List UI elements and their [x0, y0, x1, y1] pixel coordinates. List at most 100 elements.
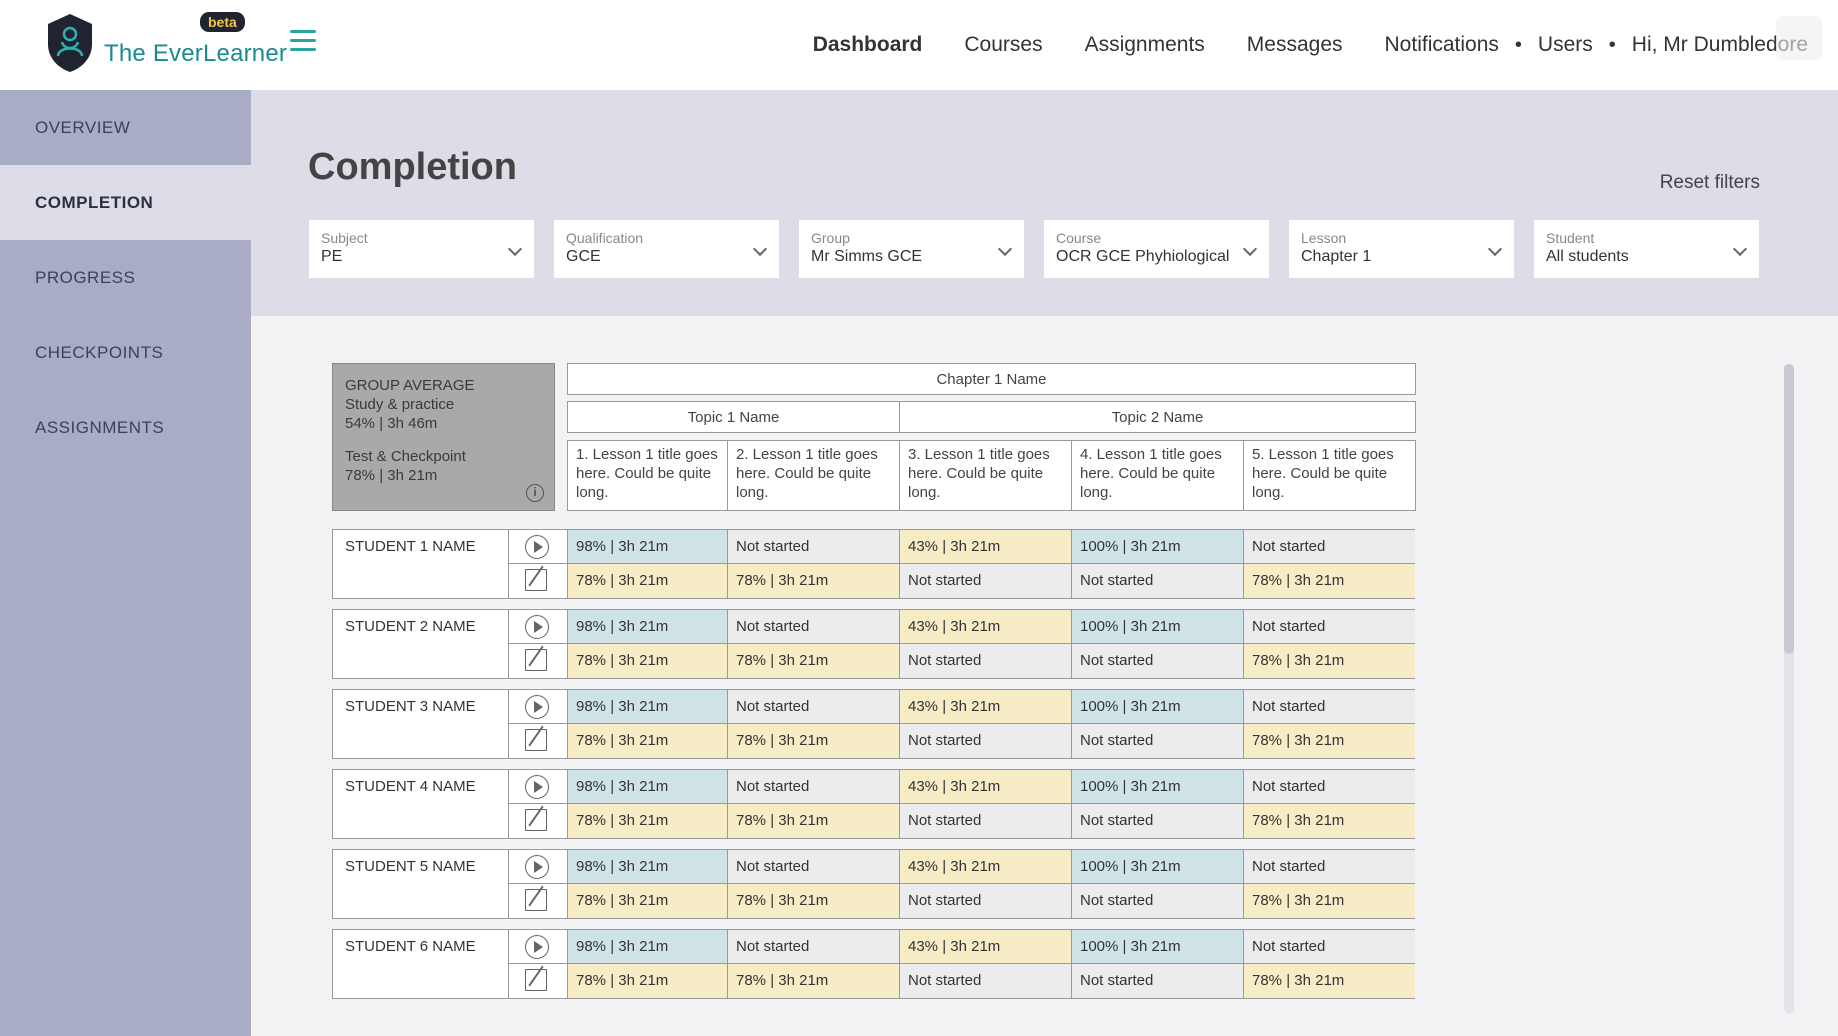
- student-name[interactable]: STUDENT 4 NAME: [345, 778, 476, 795]
- hamburger-menu-icon[interactable]: [290, 30, 316, 52]
- course-select[interactable]: Course OCR GCE Phyhiological: [1044, 220, 1269, 278]
- user-greeting[interactable]: Hi, Mr Dumbledore: [1631, 33, 1808, 56]
- study-cell[interactable]: 100% | 3h 21m: [1071, 610, 1243, 644]
- test-cell[interactable]: Not started: [1071, 644, 1243, 678]
- study-cell[interactable]: Not started: [727, 770, 899, 804]
- study-cell[interactable]: Not started: [727, 610, 899, 644]
- study-cell[interactable]: 98% | 3h 21m: [567, 530, 727, 564]
- student-row[interactable]: STUDENT 6 NAME 98% | 3h 21m Not started 43%…: [332, 929, 1415, 999]
- test-cell[interactable]: 78% | 3h 21m: [727, 964, 899, 998]
- info-icon[interactable]: i: [526, 484, 544, 502]
- test-cell[interactable]: 78% | 3h 21m: [567, 884, 727, 918]
- test-cell[interactable]: 78% | 3h 21m: [1243, 644, 1415, 678]
- test-cell[interactable]: 78% | 3h 21m: [727, 644, 899, 678]
- student-select[interactable]: Student All students: [1534, 220, 1759, 278]
- logo[interactable]: The EverLearner beta: [40, 12, 287, 78]
- study-cell[interactable]: 43% | 3h 21m: [899, 850, 1071, 884]
- study-cell[interactable]: 98% | 3h 21m: [567, 930, 727, 964]
- sidebar-item-checkpoints[interactable]: CHECKPOINTS: [35, 342, 164, 362]
- study-cell[interactable]: Not started: [727, 930, 899, 964]
- study-cell[interactable]: 98% | 3h 21m: [567, 690, 727, 724]
- study-cell[interactable]: 100% | 3h 21m: [1071, 930, 1243, 964]
- test-cell[interactable]: 78% | 3h 21m: [1243, 884, 1415, 918]
- study-cell[interactable]: Not started: [1243, 530, 1415, 564]
- student-row[interactable]: STUDENT 2 NAME 98% | 3h 21m Not started 43%…: [332, 609, 1415, 679]
- student-name[interactable]: STUDENT 1 NAME: [345, 538, 476, 555]
- study-cell[interactable]: 98% | 3h 21m: [567, 770, 727, 804]
- test-cell[interactable]: Not started: [1071, 964, 1243, 998]
- fullscreen-icon[interactable]: [1776, 16, 1822, 60]
- group-select[interactable]: Group Mr Simms GCE: [799, 220, 1024, 278]
- test-cell[interactable]: 78% | 3h 21m: [567, 724, 727, 758]
- test-cell[interactable]: 78% | 3h 21m: [727, 564, 899, 598]
- test-cell[interactable]: 78% | 3h 21m: [567, 644, 727, 678]
- study-cell[interactable]: 43% | 3h 21m: [899, 930, 1071, 964]
- study-cell[interactable]: Not started: [1243, 930, 1415, 964]
- study-cell[interactable]: Not started: [1243, 850, 1415, 884]
- nav-messages[interactable]: Messages: [1246, 33, 1343, 56]
- study-cell[interactable]: Not started: [727, 530, 899, 564]
- shield-logo-icon: [48, 14, 92, 72]
- study-cell[interactable]: 43% | 3h 21m: [899, 770, 1071, 804]
- test-cell[interactable]: Not started: [899, 804, 1071, 838]
- study-cell[interactable]: 100% | 3h 21m: [1071, 530, 1243, 564]
- test-cell[interactable]: Not started: [1071, 804, 1243, 838]
- test-cell[interactable]: 78% | 3h 21m: [1243, 964, 1415, 998]
- study-cell[interactable]: 43% | 3h 21m: [899, 690, 1071, 724]
- study-cell[interactable]: 100% | 3h 21m: [1071, 690, 1243, 724]
- filter-value: All students: [1546, 248, 1629, 265]
- nav-notifications[interactable]: Notifications: [1384, 33, 1499, 56]
- study-cell[interactable]: Not started: [727, 690, 899, 724]
- test-cell[interactable]: Not started: [899, 724, 1071, 758]
- test-cell[interactable]: 78% | 3h 21m: [727, 804, 899, 838]
- test-cell[interactable]: 78% | 3h 21m: [1243, 724, 1415, 758]
- student-row[interactable]: STUDENT 1 NAME 98% | 3h 21m Not started 43%…: [332, 529, 1415, 599]
- scrollbar-thumb[interactable]: [1784, 364, 1794, 654]
- study-cell[interactable]: Not started: [727, 850, 899, 884]
- lesson-select[interactable]: Lesson Chapter 1: [1289, 220, 1514, 278]
- student-name[interactable]: STUDENT 3 NAME: [345, 698, 476, 715]
- student-row[interactable]: STUDENT 4 NAME 98% | 3h 21m Not started 43%…: [332, 769, 1415, 839]
- nav-dashboard[interactable]: Dashboard: [812, 33, 923, 56]
- sidebar-item-assignments[interactable]: ASSIGNMENTS: [35, 417, 165, 437]
- sidebar-item-progress[interactable]: PROGRESS: [35, 267, 136, 287]
- subject-select[interactable]: Subject PE: [309, 220, 534, 278]
- test-cell[interactable]: 78% | 3h 21m: [727, 884, 899, 918]
- study-cell[interactable]: 98% | 3h 21m: [567, 610, 727, 644]
- study-cell[interactable]: Not started: [1243, 690, 1415, 724]
- sidebar-item-completion[interactable]: COMPLETION: [0, 165, 251, 240]
- test-cell[interactable]: Not started: [899, 884, 1071, 918]
- study-cell[interactable]: Not started: [1243, 610, 1415, 644]
- lesson-header: 3. Lesson 1 title goes here. Could be qu…: [899, 440, 1072, 511]
- study-cell[interactable]: 98% | 3h 21m: [567, 850, 727, 884]
- student-name[interactable]: STUDENT 2 NAME: [345, 618, 476, 635]
- study-cell[interactable]: Not started: [1243, 770, 1415, 804]
- nav-users[interactable]: Users: [1537, 33, 1593, 56]
- test-cell[interactable]: Not started: [899, 964, 1071, 998]
- sidebar-item-overview[interactable]: OVERVIEW: [35, 117, 131, 137]
- test-cell[interactable]: 78% | 3h 21m: [567, 804, 727, 838]
- qualification-select[interactable]: Qualification GCE: [554, 220, 779, 278]
- test-cell[interactable]: 78% | 3h 21m: [1243, 804, 1415, 838]
- nav-courses[interactable]: Courses: [964, 33, 1043, 56]
- test-cell[interactable]: 78% | 3h 21m: [1243, 564, 1415, 598]
- study-cell[interactable]: 100% | 3h 21m: [1071, 850, 1243, 884]
- test-cell[interactable]: 78% | 3h 21m: [567, 564, 727, 598]
- test-cell[interactable]: Not started: [1071, 724, 1243, 758]
- reset-filters-link[interactable]: Reset filters: [1659, 172, 1760, 193]
- study-cell[interactable]: 43% | 3h 21m: [899, 530, 1071, 564]
- student-row[interactable]: STUDENT 3 NAME 98% | 3h 21m Not started 43%…: [332, 689, 1415, 759]
- scrollbar[interactable]: [1784, 364, 1794, 1014]
- test-cell[interactable]: Not started: [1071, 884, 1243, 918]
- test-cell[interactable]: 78% | 3h 21m: [567, 964, 727, 998]
- study-cell[interactable]: 43% | 3h 21m: [899, 610, 1071, 644]
- test-cell[interactable]: 78% | 3h 21m: [727, 724, 899, 758]
- test-cell[interactable]: Not started: [899, 564, 1071, 598]
- student-row[interactable]: STUDENT 5 NAME 98% | 3h 21m Not started 43%…: [332, 849, 1415, 919]
- study-cell[interactable]: 100% | 3h 21m: [1071, 770, 1243, 804]
- test-cell[interactable]: Not started: [899, 644, 1071, 678]
- test-cell[interactable]: Not started: [1071, 564, 1243, 598]
- nav-assignments[interactable]: Assignments: [1084, 33, 1205, 56]
- student-name[interactable]: STUDENT 6 NAME: [345, 938, 476, 955]
- student-name[interactable]: STUDENT 5 NAME: [345, 858, 476, 875]
